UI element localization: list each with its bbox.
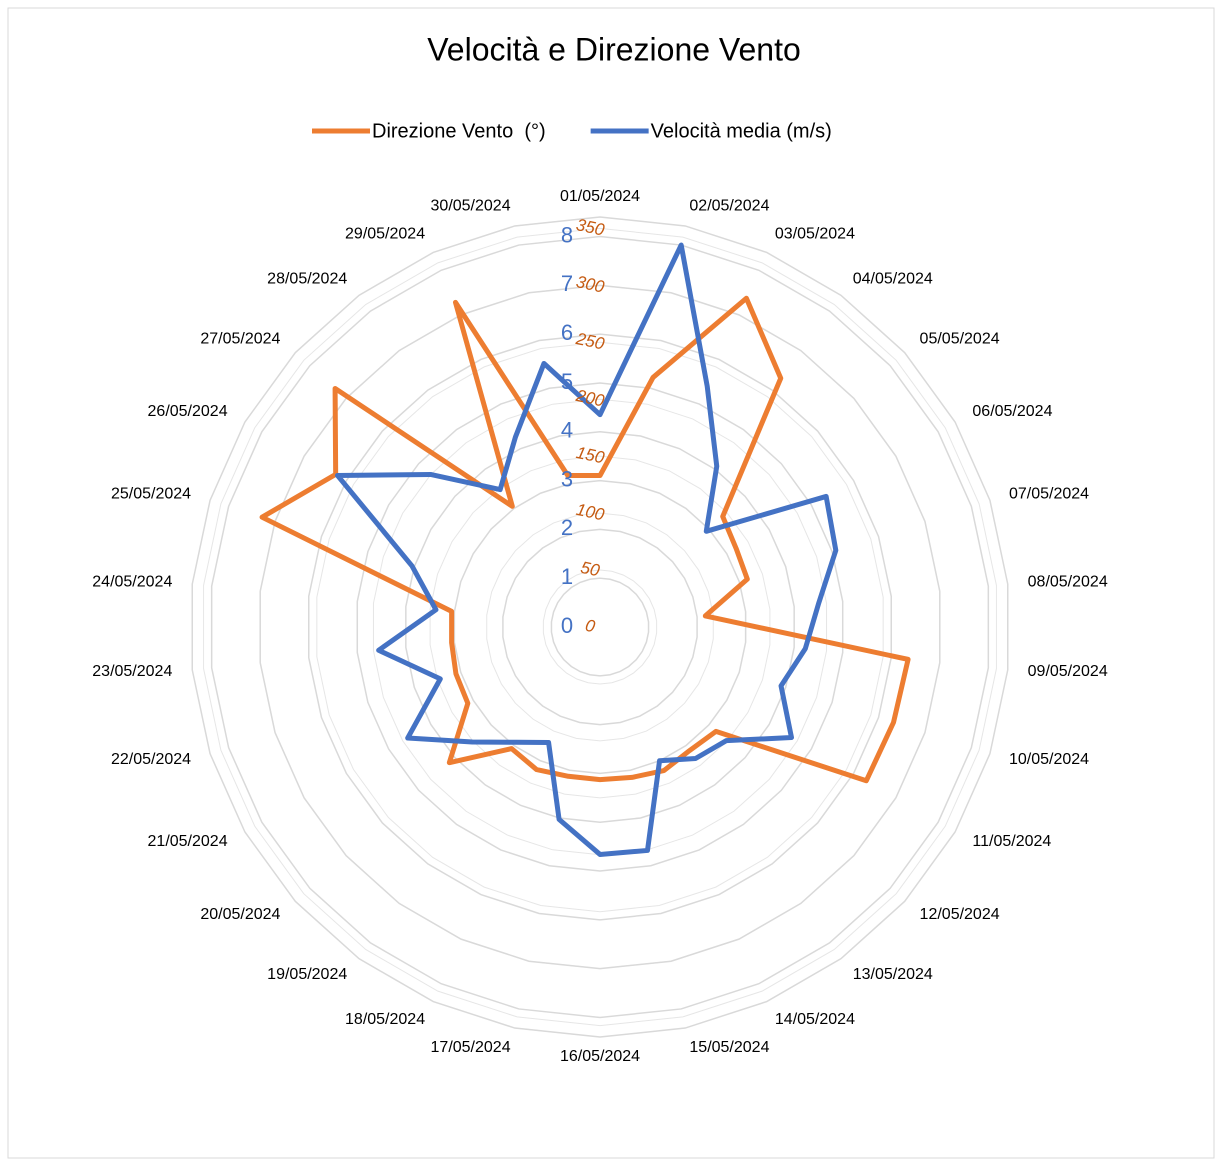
y2-tick-label: 50	[579, 558, 602, 581]
category-label: 20/05/2024	[200, 906, 280, 923]
category-label: 26/05/2024	[148, 403, 228, 420]
grid-line	[307, 333, 893, 921]
category-label: 02/05/2024	[689, 198, 769, 215]
grid-line	[405, 431, 795, 823]
category-label: 01/05/2024	[560, 188, 640, 205]
category-label: 06/05/2024	[972, 403, 1052, 420]
category-label: 29/05/2024	[345, 225, 425, 242]
category-label: 09/05/2024	[1028, 663, 1108, 680]
category-label: 27/05/2024	[200, 330, 280, 347]
grid-line	[502, 528, 698, 726]
category-label: 25/05/2024	[111, 485, 191, 502]
category-label: 22/05/2024	[111, 751, 191, 768]
category-label: 30/05/2024	[431, 198, 511, 215]
chart-border	[7, 7, 1215, 1159]
category-label: 14/05/2024	[775, 1011, 855, 1028]
category-label: 15/05/2024	[689, 1039, 769, 1056]
grid-line	[259, 284, 941, 970]
grid-line	[550, 577, 650, 677]
series-line	[335, 242, 839, 857]
category-label: 12/05/2024	[920, 906, 1000, 923]
category-label: 17/05/2024	[431, 1039, 511, 1056]
category-label: 23/05/2024	[92, 663, 172, 680]
y-tick-label: 4	[561, 418, 573, 443]
y-tick-label: 1	[561, 564, 573, 589]
grid-line	[316, 341, 884, 913]
y-tick-label: 7	[561, 271, 573, 296]
category-label: 19/05/2024	[267, 966, 347, 983]
grid-line	[453, 479, 747, 775]
grid-line	[210, 235, 990, 1019]
y-tick-label: 8	[561, 222, 573, 247]
category-label: 07/05/2024	[1009, 485, 1089, 502]
y-tick-label: 3	[561, 466, 573, 491]
outer-ring	[191, 216, 1009, 1038]
category-label: 11/05/2024	[972, 833, 1051, 850]
legend-label: Velocità media (m/s)	[651, 120, 832, 142]
category-label: 05/05/2024	[920, 330, 1000, 347]
category-label: 08/05/2024	[1028, 573, 1108, 590]
chart-title: Velocità e Direzione Vento	[427, 31, 801, 67]
category-label: 10/05/2024	[1009, 751, 1089, 768]
y-tick-label: 2	[561, 515, 573, 540]
category-label: 28/05/2024	[267, 270, 347, 287]
category-label: 24/05/2024	[92, 573, 172, 590]
category-label: 16/05/2024	[560, 1048, 640, 1065]
grid-line	[203, 227, 997, 1027]
category-label: 04/05/2024	[853, 270, 933, 287]
category-label: 18/05/2024	[345, 1011, 425, 1028]
category-label: 13/05/2024	[853, 966, 933, 983]
y2-tick-label: 0	[584, 616, 598, 637]
y-tick-label: 0	[561, 613, 573, 638]
grid-line	[542, 569, 658, 685]
grid-line	[429, 455, 771, 799]
grid-line	[356, 382, 844, 872]
category-label: 21/05/2024	[148, 833, 228, 850]
legend-label: Direzione Vento (°)	[372, 120, 546, 142]
category-label: 03/05/2024	[775, 225, 855, 242]
y-tick-label: 6	[561, 320, 573, 345]
grid-line	[486, 512, 714, 742]
y-tick-label: 5	[561, 369, 573, 394]
